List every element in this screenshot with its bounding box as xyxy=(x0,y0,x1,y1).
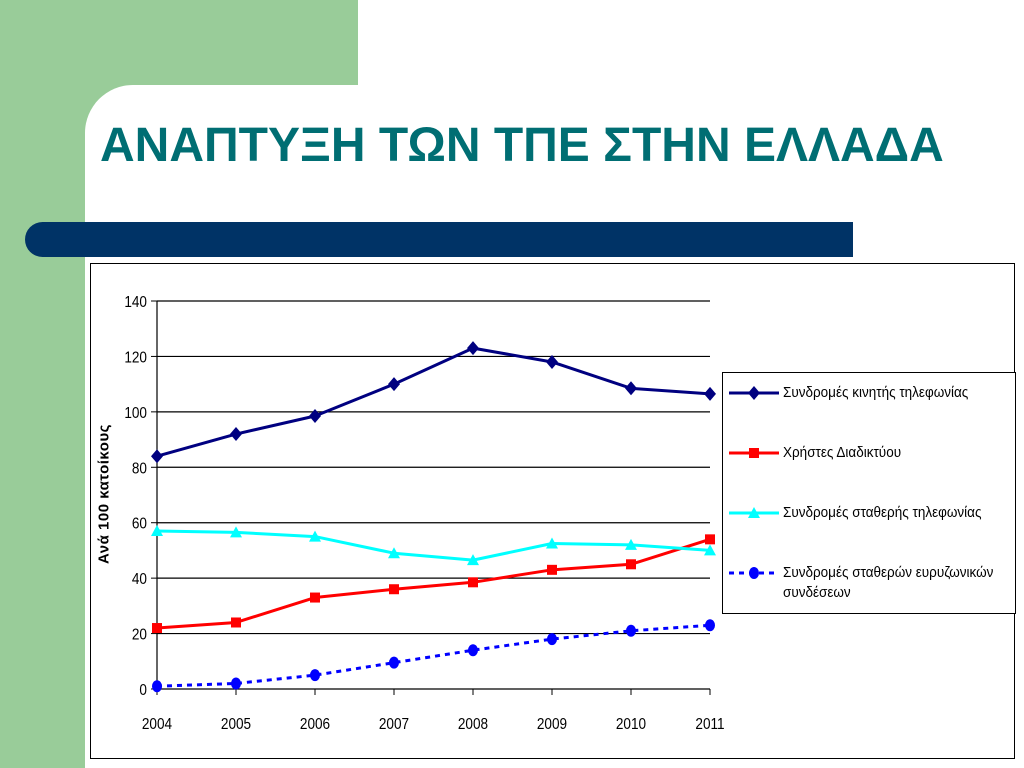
chart-legend: Συνδρομές κινητής τηλεφωνίας Χρήστες Διαδ… xyxy=(722,372,1016,614)
legend-label: Συνδρομές σταθερής τηλεφωνίας xyxy=(783,504,982,521)
legend-item: Χρήστες Διαδικτύου xyxy=(723,441,1017,465)
data-point-circle xyxy=(310,669,320,682)
series-1 xyxy=(151,341,716,464)
data-point-square xyxy=(749,448,759,458)
data-point-square xyxy=(705,534,715,545)
legend-label: Συνδρομές κινητής τηλεφωνίας xyxy=(783,384,969,401)
legend-swatch xyxy=(729,567,779,579)
legend-item: Συνδρομές σταθερών ευρυζωνικών συνδέσεων xyxy=(723,561,1017,601)
data-point-triangle xyxy=(467,554,479,566)
data-point-diamond xyxy=(748,386,760,400)
x-tick-label: 2006 xyxy=(300,716,330,733)
series-line xyxy=(156,346,711,458)
x-tick-label: 2009 xyxy=(537,716,567,733)
legend-swatch xyxy=(729,448,779,458)
data-point-circle xyxy=(389,656,399,669)
legend-label: Χρήστες Διαδικτύου xyxy=(783,444,902,461)
series-line xyxy=(156,529,711,562)
legend-swatch xyxy=(729,507,779,518)
data-point-triangle xyxy=(625,538,637,550)
data-point-square xyxy=(468,577,478,588)
series-2 xyxy=(152,534,715,634)
x-tick-label: 2004 xyxy=(142,716,172,733)
data-point-circle xyxy=(705,619,715,632)
data-point-triangle xyxy=(388,547,400,559)
legend-label: Συνδρομές σταθερών ευρυζωνικών συνδέσεων xyxy=(783,564,994,601)
data-point-square xyxy=(547,564,557,575)
data-point-circle xyxy=(231,677,241,690)
y-tick-label: 0 xyxy=(139,682,147,699)
y-axis-title: Ανά 100 κατοίκους xyxy=(95,424,113,564)
data-point-diamond xyxy=(388,377,400,392)
y-tick-label: 120 xyxy=(124,349,147,366)
data-point-triangle xyxy=(309,530,321,542)
data-point-circle xyxy=(152,680,162,693)
data-point-triangle xyxy=(151,525,163,537)
data-point-triangle xyxy=(230,526,242,538)
series-line xyxy=(156,623,711,688)
series-4 xyxy=(152,619,715,693)
title-underline-bar xyxy=(25,222,853,257)
data-point-diamond xyxy=(625,381,637,396)
y-tick-label: 60 xyxy=(132,516,147,533)
data-point-square xyxy=(389,584,399,595)
y-tick-label: 40 xyxy=(132,571,147,588)
slide-title: ΑΝΑΠΤΥΞΗ ΤΩΝ ΤΠΕ ΣΤΗΝ ΕΛΛΑΔΑ xyxy=(100,119,944,172)
data-point-square xyxy=(231,617,241,628)
x-tick-label: 2005 xyxy=(221,716,251,733)
y-tick-label: 20 xyxy=(132,627,147,644)
x-tick-label: 2007 xyxy=(379,716,409,733)
data-point-triangle xyxy=(546,537,558,549)
data-point-circle xyxy=(626,624,636,637)
data-point-diamond xyxy=(230,427,242,442)
data-point-diamond xyxy=(309,409,321,424)
data-point-square xyxy=(310,592,320,603)
y-tick-label: 80 xyxy=(132,460,147,477)
data-point-diamond xyxy=(704,386,716,401)
x-tick-label: 2008 xyxy=(458,716,488,733)
x-tick-label: 2010 xyxy=(616,716,646,733)
data-point-diamond xyxy=(546,354,558,369)
data-point-square xyxy=(152,623,162,634)
data-point-circle xyxy=(749,567,759,579)
legend-swatch xyxy=(729,386,779,400)
series-3 xyxy=(151,525,716,566)
y-tick-label: 140 xyxy=(124,294,147,311)
series-line xyxy=(156,537,711,630)
data-point-triangle xyxy=(704,544,716,556)
data-point-square xyxy=(626,559,636,570)
legend-item: Συνδρομές κινητής τηλεφωνίας xyxy=(723,381,1017,405)
legend-item: Συνδρομές σταθερής τηλεφωνίας xyxy=(723,501,1017,525)
data-point-circle xyxy=(468,644,478,657)
data-point-circle xyxy=(547,633,557,646)
data-point-diamond xyxy=(151,449,163,464)
data-point-diamond xyxy=(467,341,479,356)
y-tick-label: 100 xyxy=(124,405,147,422)
x-tick-label: 2011 xyxy=(695,716,724,733)
data-point-triangle xyxy=(748,507,760,518)
